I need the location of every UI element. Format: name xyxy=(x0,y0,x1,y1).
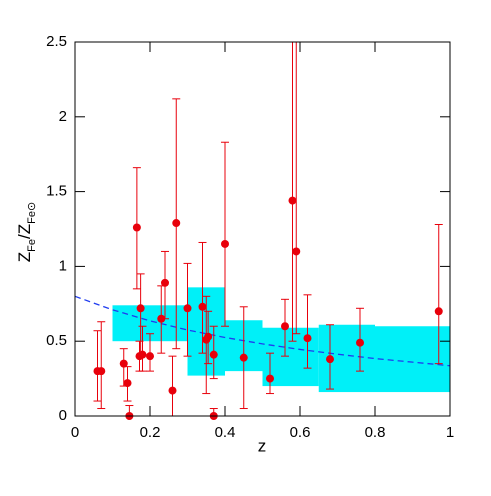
x-tick-label: 1 xyxy=(446,424,454,441)
data-point xyxy=(204,332,213,341)
data-point xyxy=(209,350,218,359)
data-point xyxy=(288,196,297,205)
data-point xyxy=(434,307,443,316)
data-point xyxy=(146,352,154,361)
y-label-part: Z xyxy=(15,224,34,234)
data-point xyxy=(292,247,301,256)
x-tick-label: 0 xyxy=(71,424,79,441)
data-point xyxy=(198,302,207,311)
band xyxy=(375,326,450,393)
data-point xyxy=(356,338,364,347)
model-curve xyxy=(74,295,451,367)
data-point xyxy=(132,223,141,232)
x-tick-label: 0.2 xyxy=(140,424,161,441)
y-label-part: Fe⊙ xyxy=(26,202,38,224)
data-point xyxy=(239,353,248,362)
data-point xyxy=(161,278,169,287)
y-axis-label: ZFe/ZFe⊙ xyxy=(15,202,37,262)
data-point xyxy=(172,219,181,228)
y-tick-label: 0.5 xyxy=(46,332,67,349)
data-point xyxy=(221,239,229,248)
x-tick-label: 0.6 xyxy=(290,424,311,441)
y-tick-label: 2.5 xyxy=(46,33,67,50)
x-tick-label: 0.4 xyxy=(215,424,236,441)
data-point xyxy=(266,374,274,383)
data-point xyxy=(281,322,289,331)
data-point xyxy=(168,386,177,395)
data-point xyxy=(303,334,312,343)
y-tick-label: 0 xyxy=(59,407,67,424)
y-tick-label: 2 xyxy=(59,108,67,125)
data-point xyxy=(123,379,132,388)
x-axis-label: z xyxy=(258,436,267,455)
data-point xyxy=(183,304,192,313)
data-point xyxy=(119,359,128,368)
data-point xyxy=(135,352,144,361)
data-point xyxy=(136,304,145,313)
y-label-part: / xyxy=(15,234,34,239)
plot-frame xyxy=(74,41,451,417)
data-point xyxy=(326,355,334,364)
y-label-part: Z xyxy=(15,252,34,262)
y-tick-label: 1 xyxy=(59,257,67,274)
data-point xyxy=(97,367,106,376)
y-label-part: Fe xyxy=(26,239,38,252)
y-tick-label: 1.5 xyxy=(46,183,67,200)
x-tick-label: 0.8 xyxy=(365,424,386,441)
